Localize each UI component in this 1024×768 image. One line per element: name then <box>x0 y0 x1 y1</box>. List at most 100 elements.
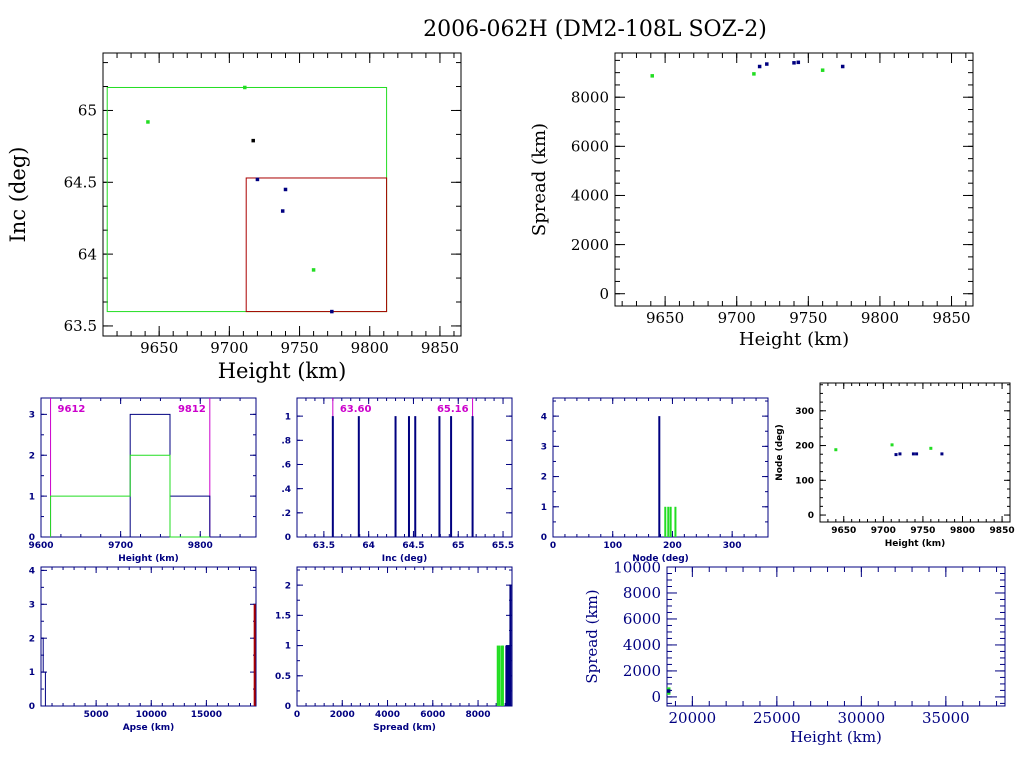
p1-point-green <box>146 120 150 124</box>
p6-xtick-label: 9750 <box>910 526 935 536</box>
p2-ytick-label: 4000 <box>571 187 609 205</box>
p6-ytick-label: 200 <box>795 442 814 452</box>
p6-ytick-label: 100 <box>795 476 814 486</box>
p6-point-navy <box>915 452 919 456</box>
p3-xlabel: Height (km) <box>118 554 179 564</box>
p5-ytick-label: 1 <box>541 503 547 513</box>
p2-point-navy <box>765 62 769 66</box>
p2-ytick-label: 0 <box>599 285 609 303</box>
p7-xtick-label: 15000 <box>191 710 222 720</box>
p9-xtick-label: 30000 <box>837 709 885 727</box>
p6-point-navy <box>911 452 915 456</box>
p8-ytick-label: 1.5 <box>275 611 291 621</box>
p7-ytick-label: 0 <box>29 702 35 712</box>
p3-ytick-label: 3 <box>29 411 35 421</box>
p6-point-green <box>890 443 894 447</box>
p5-xlabel: Node (deg) <box>632 554 689 564</box>
p7-xlabel: Apse (km) <box>123 723 175 733</box>
p8-ytick-label: 2 <box>285 581 291 591</box>
p1-xtick-label: 9800 <box>351 339 389 357</box>
p3-marker-label: 9612 <box>58 404 86 415</box>
p8-ytick-label: 1 <box>285 642 291 652</box>
p4-frame <box>296 397 513 538</box>
p9-point-green <box>666 687 671 691</box>
p2-point-navy <box>840 64 845 69</box>
p1-ylabel: Inc (deg) <box>6 147 30 243</box>
p8-xtick-label: 2000 <box>330 710 355 720</box>
p9-ytick-label: 0 <box>651 688 661 706</box>
p9-point-navy <box>666 689 671 693</box>
p1-ytick-label: 63.5 <box>64 317 97 335</box>
p2-point-green <box>752 72 756 76</box>
p8-xtick-label: 4000 <box>375 710 400 720</box>
p7-xtick-label: 10000 <box>136 710 167 720</box>
p7-frame <box>40 566 257 707</box>
p9-xtick-label: 25000 <box>753 709 801 727</box>
p4-xtick-label: 64.5 <box>402 541 424 551</box>
p4-plot: 63.5 64 64.5 65 65.5 0 .2 .4 .6 .8 1 Inc (deg) 63.60… <box>281 397 514 564</box>
p2-point-green <box>820 68 825 72</box>
p7-xtick-label: 5000 <box>84 710 109 720</box>
p4-ytick-label: .6 <box>281 461 291 471</box>
p9-point-green <box>666 691 671 695</box>
p5-ytick-label: 0 <box>541 533 547 543</box>
p3-hist-green <box>50 454 210 538</box>
p6-ytick-label: 0 <box>808 511 814 521</box>
p7-hist-navy <box>40 637 48 707</box>
p3-marker-label: 9812 <box>178 404 206 415</box>
p6-ylabel: Node (deg) <box>775 424 785 481</box>
p4-xtick-label: 65.5 <box>492 541 514 551</box>
p9-frame <box>666 566 1006 707</box>
p6-frame <box>819 382 1011 523</box>
p1-xtick-label: 9650 <box>140 339 178 357</box>
p6-point-green <box>834 448 838 452</box>
p3-xtick-label: 9600 <box>28 541 53 551</box>
p6-ytick-label: 300 <box>795 407 814 417</box>
p4-xtick-label: 64 <box>362 541 375 551</box>
p2-xtick-label: 9800 <box>861 309 899 327</box>
p5-ytick-label: 2 <box>541 473 547 483</box>
p1-box-red <box>245 177 388 313</box>
p8-xlabel: Spread (km) <box>373 723 436 733</box>
p1-point-black <box>251 138 255 143</box>
p4-marker-label: 63.60 <box>340 404 372 415</box>
p1-point-navy <box>255 177 260 182</box>
p1-frame <box>102 52 462 337</box>
p1-xlabel: Height (km) <box>218 359 347 383</box>
p6-xtick-label: 9800 <box>950 526 975 536</box>
p6-xtick-label: 9700 <box>871 526 896 536</box>
p8-ytick-label: 0.5 <box>275 672 291 682</box>
p5-xtick-label: 100 <box>603 541 622 551</box>
p2-point-navy <box>792 61 796 65</box>
p4-xtick-label: 65 <box>452 541 465 551</box>
p2-ytick-label: 8000 <box>571 88 609 106</box>
p5-xtick-label: 200 <box>663 541 682 551</box>
p1-ytick-label: 64.5 <box>64 174 97 192</box>
p4-ytick-label: .4 <box>281 485 291 495</box>
p6-plot: 9650 9700 9750 9800 9850 0 100 200 300 Height (km… <box>775 382 1015 549</box>
p6-xtick-label: 9850 <box>990 526 1015 536</box>
p4-xlabel: Inc (deg) <box>382 554 427 564</box>
p6-point-green <box>929 446 933 450</box>
p6-xtick-label: 9650 <box>831 526 856 536</box>
p3-ytick-label: 1 <box>29 492 35 502</box>
p5-frame <box>552 397 769 538</box>
p9-ytick-label: 4000 <box>623 636 661 654</box>
p5-ytick-label: 4 <box>541 412 547 422</box>
p2-xtick-label: 9850 <box>932 309 970 327</box>
p3-xtick-label: 9700 <box>108 541 133 551</box>
p1-point-navy <box>283 187 288 192</box>
p8-xtick-label: 8000 <box>466 710 491 720</box>
p9-xlabel: Height (km) <box>790 728 882 746</box>
p3-plot: 9600 9700 9800 0 1 2 3 Height (km) 9612 9812 <box>28 397 257 564</box>
p5-xtick-label: 300 <box>723 541 742 551</box>
p7-plot: 5000 10000 15000 0 1 2 3 4 Apse (km) <box>29 566 257 733</box>
p9-ylabel: Spread (km) <box>583 589 601 683</box>
p5-xtick-label: 0 <box>550 541 556 551</box>
p2-ytick-label: 2000 <box>571 236 609 254</box>
p6-point-navy <box>894 453 898 457</box>
p2-xlabel: Height (km) <box>739 329 849 350</box>
p8-plot: 0 2000 4000 6000 8000 0 0.5 1 1.5 2 Spread (km) <box>275 566 513 733</box>
p9-plot: 20000 25000 30000 35000 0 2000 4000 6000 8000 100… <box>583 558 1006 746</box>
p1-ytick-label: 64 <box>78 245 97 263</box>
